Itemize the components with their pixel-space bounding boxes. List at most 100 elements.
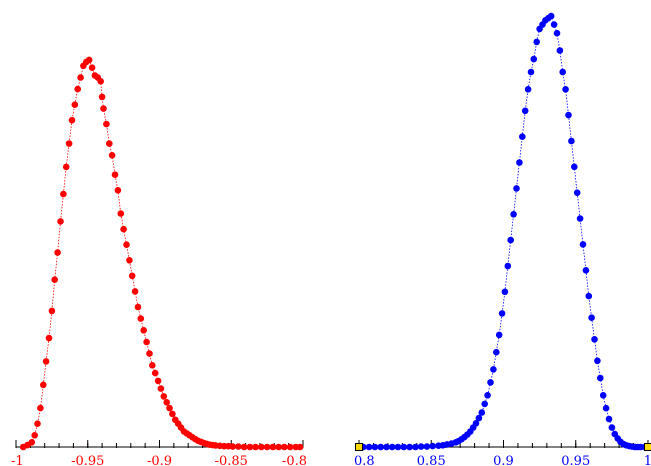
x-tick-label: 0.8 [354, 454, 375, 466]
data-point [423, 443, 431, 450]
data-point [100, 105, 107, 112]
x-tick-label: 0.9 [493, 454, 514, 466]
data-point [134, 303, 142, 311]
data-point [137, 315, 145, 322]
data-point [568, 137, 575, 145]
data-point [493, 348, 500, 356]
data-point [516, 159, 523, 166]
data-point [429, 442, 437, 450]
data-point [240, 443, 248, 451]
data-point [97, 78, 104, 85]
data-point [484, 392, 491, 399]
data-point [229, 443, 236, 450]
x-tick-label: 1 [644, 454, 651, 466]
data-point [235, 443, 242, 450]
data-point [383, 443, 390, 451]
data-point [106, 140, 113, 147]
data-point [166, 404, 173, 412]
data-point [151, 369, 159, 377]
data-point [160, 393, 168, 400]
data-point [513, 185, 520, 192]
data-point [550, 21, 558, 28]
data-point [286, 443, 294, 451]
data-point [394, 443, 402, 451]
data-point [114, 187, 122, 194]
data-point [169, 410, 176, 418]
data-point [65, 140, 73, 147]
data-point [597, 374, 604, 382]
data-point [478, 409, 486, 416]
data-point [146, 350, 153, 357]
data-point [103, 120, 110, 128]
data-point [258, 443, 265, 451]
data-point [111, 171, 119, 178]
data-point [263, 443, 271, 451]
data-point [417, 443, 425, 450]
x-tick-label: -0.95 [71, 454, 104, 466]
data-point [591, 336, 598, 343]
data-point [123, 241, 130, 248]
series-connector-line [359, 15, 648, 448]
data-point [296, 443, 304, 451]
x-tick-label: -0.85 [215, 454, 248, 466]
data-point [163, 399, 170, 406]
data-point [547, 12, 555, 20]
data-point [108, 152, 116, 159]
data-point [487, 379, 494, 386]
data-point [68, 116, 76, 124]
data-point [602, 404, 610, 412]
data-point [481, 400, 489, 408]
data-point [510, 211, 517, 218]
data-point [365, 443, 373, 451]
x-tick-label: -1 [11, 454, 24, 466]
data-point [71, 101, 79, 108]
data-point [60, 190, 67, 198]
data-point [246, 443, 254, 451]
data-point [521, 107, 529, 115]
data-point [530, 55, 538, 63]
data-point [388, 443, 396, 451]
data-point [400, 443, 408, 451]
data-point [527, 68, 535, 76]
data-point [31, 432, 38, 439]
data-point [495, 331, 503, 339]
data-point [579, 241, 587, 248]
data-point [34, 420, 41, 428]
data-point [42, 358, 50, 365]
data-point [377, 443, 385, 451]
data-point [117, 210, 125, 217]
data-point [85, 56, 93, 64]
data-point [281, 443, 288, 451]
data-point [605, 415, 613, 423]
data-point [252, 443, 259, 451]
data-point [45, 334, 53, 342]
data-point [406, 443, 413, 451]
data-point [519, 133, 526, 140]
data-point [553, 29, 561, 37]
left-distribution-plot: -1 -0.95 -0.9 -0.85 -0.8 [11, 56, 307, 466]
data-point [77, 74, 84, 81]
data-point [533, 38, 540, 46]
data-point [599, 392, 607, 399]
data-point [559, 68, 566, 76]
data-point [507, 236, 514, 244]
data-point [472, 420, 480, 427]
data-point [48, 307, 56, 315]
data-point [149, 362, 156, 369]
data-point [98, 93, 106, 101]
data-point [120, 225, 127, 233]
data-point [37, 404, 44, 412]
x-tick-label: 0.85 [417, 454, 446, 466]
data-point [51, 276, 58, 284]
data-point [62, 163, 70, 171]
data-point [504, 262, 512, 270]
data-point [594, 357, 601, 365]
data-point [28, 439, 36, 446]
data-point [371, 443, 379, 451]
data-point [143, 338, 150, 346]
data-point [490, 366, 497, 373]
data-point [608, 424, 616, 431]
axis-endpoint-marker [644, 443, 651, 451]
x-tick-label: -0.9 [147, 454, 172, 466]
